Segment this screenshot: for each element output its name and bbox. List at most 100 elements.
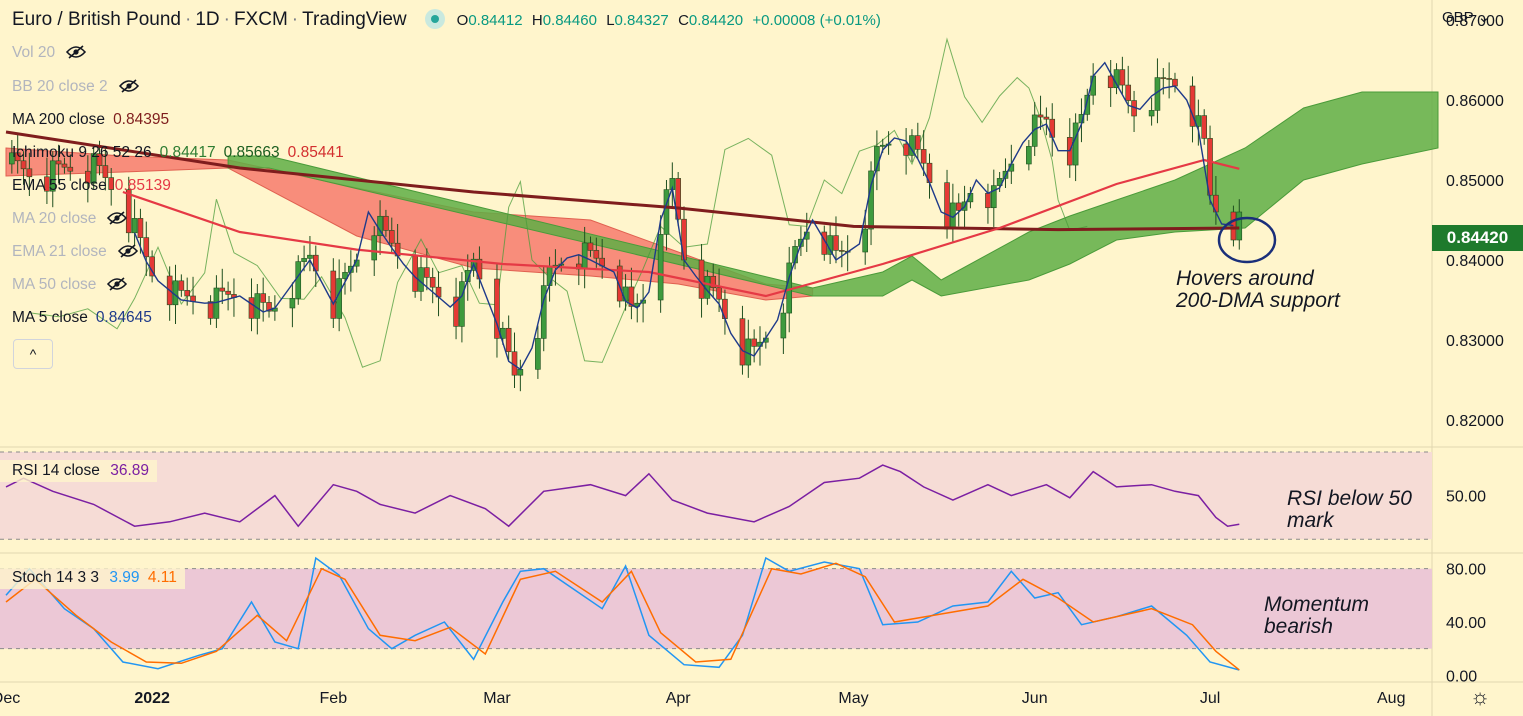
candle [1148, 110, 1155, 117]
candle [985, 193, 991, 209]
high-value: 0.84460 [542, 12, 597, 29]
candle [920, 149, 927, 164]
support-highlight-ellipse [1217, 216, 1277, 264]
candle [207, 301, 214, 319]
legend-ema55-label: EMA 55 close [12, 177, 107, 194]
candle [1189, 85, 1196, 127]
candle [1125, 84, 1132, 101]
candle [96, 153, 103, 166]
legend-ichimoku[interactable]: Ichimoku 9 26 52 26 0.84417 0.85663 0.85441 [12, 144, 344, 162]
rsi-line [5, 464, 1240, 528]
candle [336, 278, 342, 319]
stoch-legend[interactable]: Stoch 14 3 3 3.99 4.11 [0, 567, 185, 589]
interval-label[interactable]: 1D [195, 9, 220, 30]
symbol-title[interactable]: Euro / British Pound [12, 9, 181, 30]
candle [710, 275, 717, 289]
candle [342, 272, 348, 279]
legend-vol[interactable]: Vol 20 [12, 44, 87, 65]
legend-bb[interactable]: BB 20 close 2 [12, 78, 140, 99]
legend-ema55[interactable]: EMA 55 close 0.85139 [12, 177, 171, 195]
low-label: L [606, 12, 615, 29]
low-value: 0.84327 [614, 12, 669, 29]
annotation-rsi-line1: RSI below 50 [1287, 487, 1412, 510]
currency-selector[interactable]: GBP ⌄ [1442, 8, 1490, 26]
eye-hidden-icon[interactable] [106, 276, 128, 297]
rsi-legend[interactable]: RSI 14 close 36.89 [0, 460, 157, 482]
stoch-band [0, 568, 1432, 649]
candle [424, 267, 430, 278]
ichimoku-cloud-bullish [227, 91, 1439, 297]
candle [85, 170, 91, 184]
time-tick-label: Dec [0, 690, 20, 707]
eye-hidden-icon[interactable] [117, 243, 139, 264]
candle [716, 287, 722, 300]
time-tick-label: Mar [483, 690, 511, 707]
ma5-line [133, 61, 1234, 371]
market-status-icon[interactable] [424, 9, 445, 29]
stoch-label: Stoch 14 3 3 [12, 569, 100, 586]
candle [371, 235, 378, 261]
candle [903, 143, 909, 156]
candle [26, 168, 33, 178]
change-value: +0.00008 (+0.01%) [752, 12, 881, 29]
candle [137, 218, 144, 238]
candle [862, 228, 869, 253]
candle [505, 327, 512, 353]
candle [14, 152, 21, 162]
candle [955, 202, 962, 211]
candle [172, 280, 179, 306]
annotation-momentum: Momentum bearish [1264, 594, 1369, 638]
close-label: C [678, 12, 689, 29]
candle [412, 255, 418, 292]
exchange-label: FXCM [233, 9, 288, 30]
candle [1037, 114, 1044, 118]
candle [44, 176, 50, 192]
legend-ma50[interactable]: MA 50 close [12, 276, 128, 297]
candle [125, 189, 132, 234]
candle [587, 242, 594, 251]
stoch-tick-label: 0.00 [1446, 668, 1477, 685]
legend-ma20[interactable]: MA 20 close [12, 210, 128, 231]
stoch-tick-label: 80.00 [1446, 562, 1486, 579]
legend-ma200[interactable]: MA 200 close 0.84395 [12, 111, 169, 129]
gear-icon[interactable]: ☼ [1470, 684, 1491, 709]
candle [90, 153, 97, 184]
candle [1072, 122, 1079, 166]
price-tick-label: 0.83000 [1446, 333, 1504, 350]
candle [698, 259, 705, 299]
time-tick-label: Aug [1377, 690, 1405, 707]
candle [459, 281, 465, 327]
rsi-value: 36.89 [110, 462, 149, 479]
candle [20, 160, 27, 170]
candle [1201, 115, 1208, 139]
candle [839, 250, 845, 252]
eye-hidden-icon[interactable] [118, 78, 140, 99]
candle [67, 166, 74, 172]
candle [494, 278, 500, 339]
ohlc-low: L0.84327 [606, 12, 669, 29]
annotation-hover-line1: Hovers around [1176, 267, 1314, 290]
annotation-momentum-line2: bearish [1264, 615, 1333, 638]
candle [266, 302, 272, 312]
separator: · [291, 9, 299, 30]
candle [535, 338, 541, 370]
stoch-k-line [5, 556, 1240, 671]
legend-ma5[interactable]: MA 5 close 0.84645 [12, 309, 152, 327]
legend-vol-label: Vol 20 [12, 44, 56, 61]
chevron-down-icon: ⌄ [1477, 9, 1491, 26]
time-tick-label: 2022 [134, 690, 170, 707]
collapse-legend-button[interactable]: ^ [13, 339, 53, 369]
price-tick-label: 0.82000 [1446, 413, 1504, 430]
eye-hidden-icon[interactable] [65, 44, 87, 65]
candle [879, 144, 886, 147]
candle [55, 160, 62, 165]
candle [780, 312, 787, 339]
legend-ema21[interactable]: EMA 21 close [12, 243, 139, 264]
time-tick-label: Jul [1200, 690, 1220, 707]
candle [915, 135, 921, 150]
candle [330, 270, 337, 319]
eye-hidden-icon[interactable] [106, 210, 128, 231]
candle [61, 163, 68, 168]
candle [143, 237, 150, 258]
